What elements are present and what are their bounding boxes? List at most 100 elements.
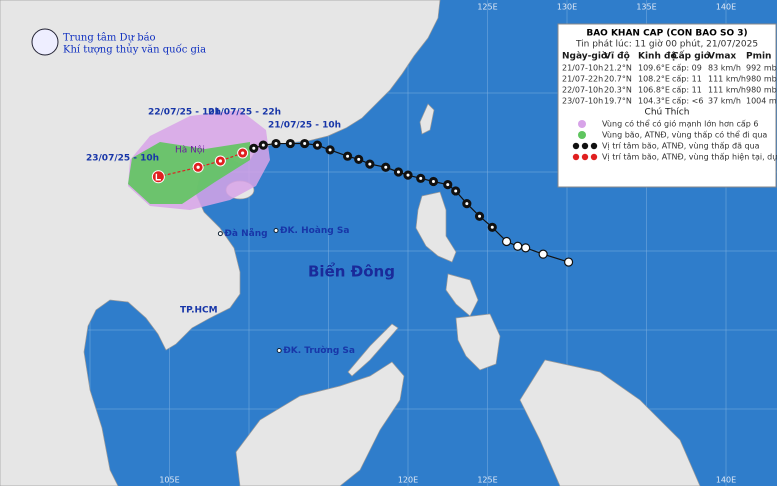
lon-label: 125E [477,3,497,12]
forecast-position [151,170,165,184]
place-label: Đà Nẵng [224,228,267,239]
table-cell: 83 km/h [708,64,741,73]
bulletin-subtitle: Tin phát lúc: 11 giờ 00 phút, 21/07/2025 [575,39,758,50]
legend-swatch [590,153,598,161]
table-cell: 37 km/h [708,97,741,106]
past-eye [288,142,292,146]
time-label: 23/07/25 - 10h [86,154,159,164]
legend-swatch [590,142,598,150]
table-cell: 19.7°N [604,97,632,106]
past-position [513,241,523,251]
table-cell: 23/07-10h [562,97,603,106]
table-cell: 992 mb [746,64,777,73]
table-cell: cấp: 11 [672,74,702,84]
sea-label: Biển Đông [308,262,395,281]
legend-swatch [578,120,586,128]
table-cell: 20.3°N [604,86,632,95]
past-eye [357,157,361,161]
place-dot [276,348,282,354]
past-eye [328,148,332,152]
logo-text: Trung tâm Dự báo [63,33,156,44]
table-header: Ngày-giờ [562,51,608,62]
legend-label: Vị trí tâm bão, ATNĐ, vùng thấp hiện tại… [602,152,777,163]
place-dot [217,231,223,237]
table-cell: 21/07-10h [562,64,603,73]
past-eye [252,146,256,150]
table-cell: 20.7°N [604,75,632,84]
lon-label: 125E [477,476,497,485]
time-label: 22/07/25 - 10h [148,108,221,118]
lon-label: 120E [398,476,418,485]
past-eye [454,189,458,193]
city-label: TP.HCM [180,306,218,316]
past-eye [490,225,494,229]
legend-title: Chú Thích [645,108,690,118]
land [0,0,701,486]
table-cell: 111 km/h [708,86,746,95]
forecast-eye [196,165,200,169]
lon-label: 140E [716,3,736,12]
table-cell: 980 mb [746,75,777,84]
bulletin-title: BAO KHAN CAP (CON BAO SO 3) [586,29,747,39]
legend-swatch [572,153,580,161]
past-eye [406,173,410,177]
past-position [521,243,531,253]
past-eye [384,165,388,169]
table-header: Pmin [746,52,771,62]
table-header: Kinh độ [638,52,677,62]
past-eye [396,170,400,174]
lon-label: 140E [716,476,736,485]
table-cell: cấp: 09 [672,63,702,73]
table-cell: 1004 mb [746,97,777,106]
legend-swatch [581,142,589,150]
past-eye [261,143,265,147]
place-dot [273,227,279,233]
legend-label: Vùng bão, ATNĐ, vùng thấp có thể đi qua [602,130,767,140]
track-line [158,152,243,178]
table-cell: 108.2°E [638,75,670,84]
place-label: ĐK. Hoàng Sa [280,226,349,236]
past-eye [315,143,319,147]
legend-swatch [578,131,586,139]
lon-label: 105E [159,476,179,485]
past-eye [368,162,372,166]
past-eye [465,202,469,206]
table-cell: cấp: 11 [672,85,702,95]
logo-icon [31,28,59,56]
city-label: Hà Nội [175,145,205,156]
forecast-eye [241,151,245,155]
past-eye [346,154,350,158]
table-header: Cấp gió [672,51,710,62]
table-cell: 22/07-10h [562,86,603,95]
legend-label: Vị trí tâm bão, ATNĐ, vùng thấp đã qua [602,141,760,152]
track [151,138,574,267]
table-cell: 21.2°N [604,64,632,73]
lon-label: 130E [557,3,577,12]
past-position [563,257,574,267]
legend-label: Vùng có thể có gió mạnh lớn hơn cấp 6 [602,119,758,130]
past-position [538,249,548,259]
past-eye [431,179,435,183]
table-cell: cấp: <6 [672,96,703,106]
legend-swatch [581,153,589,161]
table-cell: 21/07-22h [562,75,603,84]
time-label: 21/07/25 - 10h [268,121,341,131]
table-cell: 109.6°E [638,64,670,73]
past-eye [419,176,423,180]
past-eye [446,183,450,187]
legend-swatch [572,142,580,150]
past-eye [478,214,482,218]
table-cell: 106.8°E [638,86,670,95]
past-position [501,236,512,247]
past-eye [274,142,278,146]
logo-text: Khí tượng thủy văn quốc gia [63,45,206,56]
time-label: 21/07/25 - 22h [208,108,281,118]
forecast-eye [218,159,222,163]
table-cell: 980 mb [746,86,777,95]
table-header: Vmax [708,52,736,62]
past-eye [303,142,307,146]
lon-label: 135E [636,3,656,12]
place-label: ĐK. Trường Sa [283,345,355,356]
bulletin: BAO KHAN CAP (CON BAO SO 3) Tin phát lúc… [557,23,777,188]
